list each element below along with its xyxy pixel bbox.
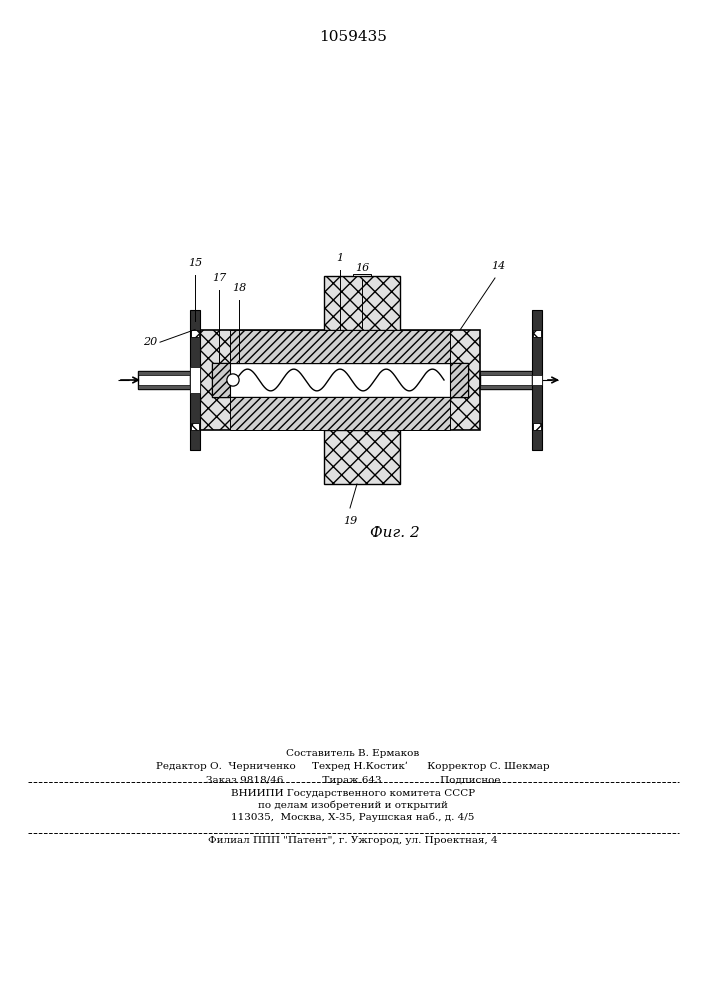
Bar — [480, 371, 532, 375]
Text: 18: 18 — [232, 283, 246, 293]
Text: Фиг. 2: Фиг. 2 — [370, 526, 420, 540]
Bar — [212, 363, 230, 397]
Text: Редактор О.  Черниченко     Техред Н.Костикʹ      Корректор С. Шекмар: Редактор О. Черниченко Техред Н.Костикʹ … — [156, 762, 550, 771]
Bar — [212, 363, 468, 397]
Text: 1: 1 — [337, 253, 344, 263]
Bar — [191, 423, 199, 430]
Text: 16: 16 — [355, 263, 369, 273]
Bar — [138, 385, 190, 389]
Bar — [200, 330, 480, 430]
Bar — [324, 430, 400, 484]
Text: 17: 17 — [212, 273, 226, 283]
Bar — [230, 397, 450, 430]
Bar — [138, 371, 190, 375]
Bar — [230, 330, 450, 363]
Text: 113035,  Москва, Х-35, Раушская наб., д. 4/5: 113035, Москва, Х-35, Раушская наб., д. … — [231, 812, 474, 822]
Text: Филиал ППП "Патент", г. Ужгород, ул. Проектная, 4: Филиал ППП "Патент", г. Ужгород, ул. Про… — [208, 836, 498, 845]
Bar — [533, 330, 541, 337]
Text: 15: 15 — [188, 258, 202, 268]
Text: ВНИИПИ Государственного комитета СССР: ВНИИПИ Государственного комитета СССР — [231, 789, 475, 798]
Bar — [480, 385, 532, 389]
Bar — [480, 371, 532, 389]
Text: 19: 19 — [343, 516, 357, 526]
Bar — [532, 375, 542, 385]
Text: 14: 14 — [491, 261, 505, 271]
Bar — [353, 274, 371, 332]
Bar — [190, 310, 200, 450]
Bar — [324, 276, 400, 330]
Bar — [190, 367, 200, 393]
Text: 1059435: 1059435 — [319, 30, 387, 44]
Bar — [450, 363, 468, 397]
Bar — [138, 371, 190, 389]
Text: по делам изобретений и открытий: по делам изобретений и открытий — [258, 800, 448, 810]
Circle shape — [227, 374, 239, 386]
Text: Заказ 9818/46            Тираж 643                  Подписное: Заказ 9818/46 Тираж 643 Подписное — [206, 776, 501, 785]
Bar — [353, 428, 371, 432]
Bar — [532, 310, 542, 450]
Text: 20: 20 — [143, 337, 157, 347]
Text: Составитель В. Ермаков: Составитель В. Ермаков — [286, 749, 420, 758]
Bar — [533, 423, 541, 430]
Bar — [191, 330, 199, 337]
